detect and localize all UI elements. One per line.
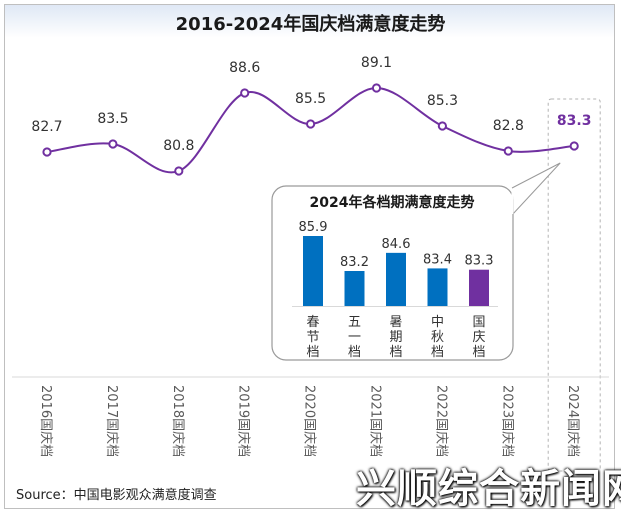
inset-title: 2024年各档期满意度走势	[310, 194, 475, 211]
chart-title: 2016-2024年国庆档满意度走势	[175, 14, 446, 35]
x-tick-label: 2018国庆档	[170, 385, 185, 457]
inset-category-char: 档	[472, 345, 485, 360]
x-tick-label: 2021国庆档	[368, 385, 383, 457]
line-point	[240, 88, 250, 98]
line-point	[569, 141, 579, 151]
x-tick-label: 2016国庆档	[38, 385, 53, 457]
x-tick-label: 2024国庆档	[565, 385, 580, 457]
inset-category-char: 档	[431, 345, 444, 360]
inset-bar-label: 85.9	[299, 220, 328, 235]
inset-category-char: 中	[431, 315, 444, 330]
inset-bar	[344, 271, 365, 306]
data-label: 83.5	[97, 111, 128, 127]
inset-bar	[469, 269, 489, 306]
inset-category-char: 档	[389, 345, 402, 360]
inset-category-char: 秋	[431, 330, 444, 345]
inset-category-char: 国	[472, 315, 485, 330]
x-tick-label: 2017国庆档	[104, 385, 119, 457]
data-label: 83.3	[557, 113, 592, 129]
data-label: 85.5	[295, 91, 326, 107]
data-label: 88.6	[229, 60, 260, 76]
inset-category-char: 档	[306, 345, 319, 360]
inset-category-char: 庆	[472, 330, 485, 345]
line-point	[371, 83, 382, 93]
inset-bar-label: 84.6	[382, 237, 411, 252]
inset-bar-label: 83.2	[340, 255, 369, 270]
data-label: 82.8	[493, 118, 524, 134]
inset-bar-label: 83.3	[465, 254, 494, 269]
data-label: 82.7	[31, 119, 62, 135]
data-label: 85.3	[427, 93, 458, 109]
inset-category-char: 春	[306, 315, 319, 330]
line-point	[108, 139, 118, 149]
source-note: Source：中国电影观众满意度调查	[16, 488, 217, 503]
callout-pointer	[511, 162, 561, 216]
line-point	[437, 121, 447, 131]
line-point	[503, 146, 513, 156]
x-tick-label: 2019国庆档	[236, 385, 251, 457]
watermark: 兴顺综合新闻网	[356, 466, 621, 512]
x-tick-label: 2023国庆档	[499, 385, 514, 457]
line-point	[306, 119, 316, 129]
data-label: 80.8	[163, 138, 194, 154]
inset-bar	[427, 268, 448, 306]
line-point	[42, 147, 52, 157]
inset-bar	[303, 236, 323, 306]
inset-category-char: 五	[348, 315, 361, 330]
data-label: 89.1	[361, 55, 392, 71]
x-tick-label: 2020国庆档	[302, 385, 317, 457]
inset-bar-label: 83.4	[423, 252, 452, 267]
inset-category-char: 节	[306, 330, 319, 345]
inset-category-char: 档	[348, 345, 361, 360]
line-point	[174, 166, 184, 176]
x-tick-label: 2022国庆档	[433, 385, 448, 457]
inset-category-char: 期	[389, 330, 402, 345]
title-band	[5, 5, 614, 38]
highlight-box	[547, 98, 601, 472]
inset-category-char: 暑	[389, 315, 402, 330]
inset-category-char: 一	[348, 330, 361, 345]
inset-bar	[386, 252, 406, 306]
